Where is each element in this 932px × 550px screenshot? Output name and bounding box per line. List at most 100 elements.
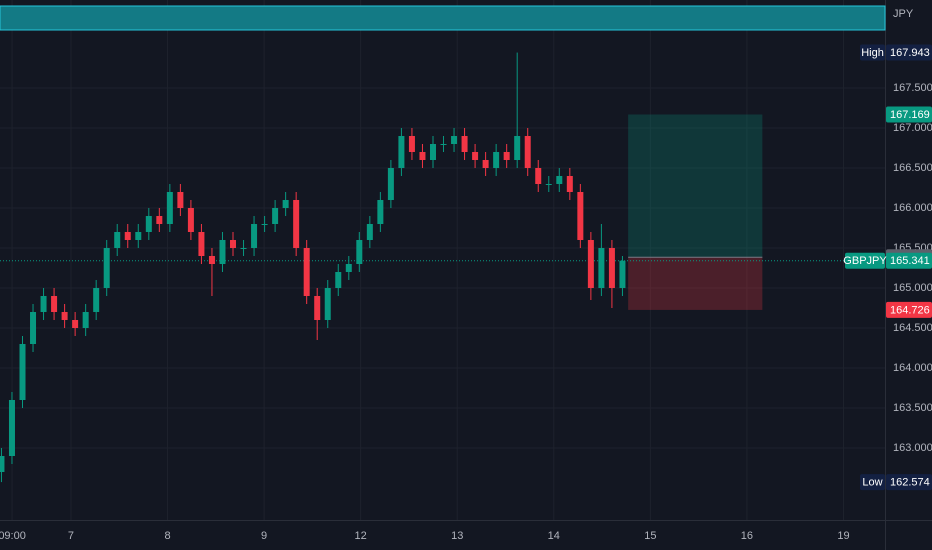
candle-body — [240, 248, 247, 249]
y-tick-label: 166.500 — [893, 162, 932, 174]
y-tick-label: 167.500 — [893, 82, 932, 94]
candle-body — [293, 200, 300, 248]
candle-body — [429, 144, 436, 160]
candle-body — [356, 240, 363, 264]
low-name-label: Low — [862, 476, 882, 488]
candle-body — [587, 240, 594, 288]
candle-body — [8, 400, 15, 456]
candle-body — [335, 272, 342, 288]
stop-tag — [886, 301, 932, 318]
candle-body — [545, 184, 552, 185]
low-label: 162.574 — [890, 476, 930, 488]
candle-body — [261, 224, 268, 225]
candle-body — [208, 256, 215, 264]
candle-body — [482, 160, 489, 168]
candle-body — [535, 168, 542, 184]
candle-body — [524, 136, 531, 168]
candle-body — [272, 208, 279, 224]
y-tick-label: 167.000 — [893, 122, 932, 134]
candle-body — [93, 288, 100, 312]
candle-body — [366, 224, 373, 240]
x-tick-label: 09:00 — [0, 530, 26, 542]
y-tick-label: 166.000 — [893, 202, 932, 214]
candle-body — [461, 136, 468, 152]
x-tick-label: 14 — [548, 530, 560, 542]
target-label: 167.169 — [890, 109, 930, 121]
candle-body — [0, 456, 5, 472]
high-label: 167.943 — [890, 47, 930, 59]
x-tick-label: 13 — [451, 530, 463, 542]
candle-body — [345, 264, 352, 272]
candle-body — [324, 288, 331, 320]
high-name-tag — [860, 44, 885, 61]
candle-body — [608, 248, 615, 288]
candle-body — [82, 312, 89, 328]
candle-body — [314, 296, 321, 320]
candle-body — [40, 296, 47, 312]
x-tick-label: 16 — [741, 530, 753, 542]
candle-body — [440, 144, 447, 145]
candle-body — [72, 320, 79, 328]
candle-body — [145, 216, 152, 232]
y-tick-label: 163.500 — [893, 402, 932, 414]
candle-body — [219, 240, 226, 264]
candle-body — [19, 344, 26, 400]
candle-body — [230, 240, 237, 248]
candle-body — [503, 152, 510, 160]
candle-body — [598, 248, 605, 288]
target-tag — [886, 106, 932, 123]
candle-body — [408, 136, 415, 152]
candle-body — [30, 312, 37, 344]
candle-body — [303, 248, 310, 296]
zone-band — [0, 5, 886, 31]
candle-body — [493, 152, 500, 168]
candle-body — [619, 260, 626, 288]
candle-body — [514, 136, 521, 160]
candle-body — [472, 152, 479, 160]
candle-body — [177, 192, 184, 208]
symbol-tag — [845, 252, 885, 269]
candle-body — [577, 192, 584, 240]
y-tick-label: 165.000 — [893, 282, 932, 294]
currency-label: JPY — [893, 8, 914, 20]
candle-body — [451, 136, 458, 144]
candle-body — [566, 176, 573, 192]
candle-body — [166, 192, 173, 224]
candle-body — [198, 232, 205, 256]
candle-body — [398, 136, 405, 168]
x-tick-label: 19 — [837, 530, 849, 542]
x-tick-label: 9 — [261, 530, 267, 542]
candle-body — [377, 200, 384, 224]
high-tag — [886, 44, 932, 61]
candle-body — [135, 232, 142, 240]
x-tick-label: 12 — [355, 530, 367, 542]
y-tick-label: 164.000 — [893, 362, 932, 374]
candle-body — [114, 232, 121, 248]
stop-label: 164.726 — [890, 304, 930, 316]
symbol-label: GBPJPY — [843, 255, 887, 267]
y-tick-label: 164.500 — [893, 322, 932, 334]
candle-body — [556, 176, 563, 184]
x-tick-label: 7 — [68, 530, 74, 542]
last-price-label: 165.341 — [890, 255, 930, 267]
y-tick-label: 163.000 — [893, 442, 932, 454]
low-name-tag — [860, 474, 885, 491]
stop-zone — [628, 257, 763, 310]
candle-body — [387, 168, 394, 200]
candle-body — [187, 208, 194, 232]
target-zone — [628, 114, 763, 258]
low-tag — [886, 474, 932, 491]
candle-body — [103, 248, 110, 288]
candle-body — [251, 224, 258, 248]
x-tick-label: 15 — [644, 530, 656, 542]
candle-body — [61, 312, 68, 320]
candle-body — [124, 232, 131, 240]
last-price-tag — [886, 252, 932, 269]
high-name-label: High — [861, 47, 884, 59]
candle-body — [156, 216, 163, 224]
candle-body — [419, 152, 426, 160]
x-tick-label: 8 — [164, 530, 170, 542]
